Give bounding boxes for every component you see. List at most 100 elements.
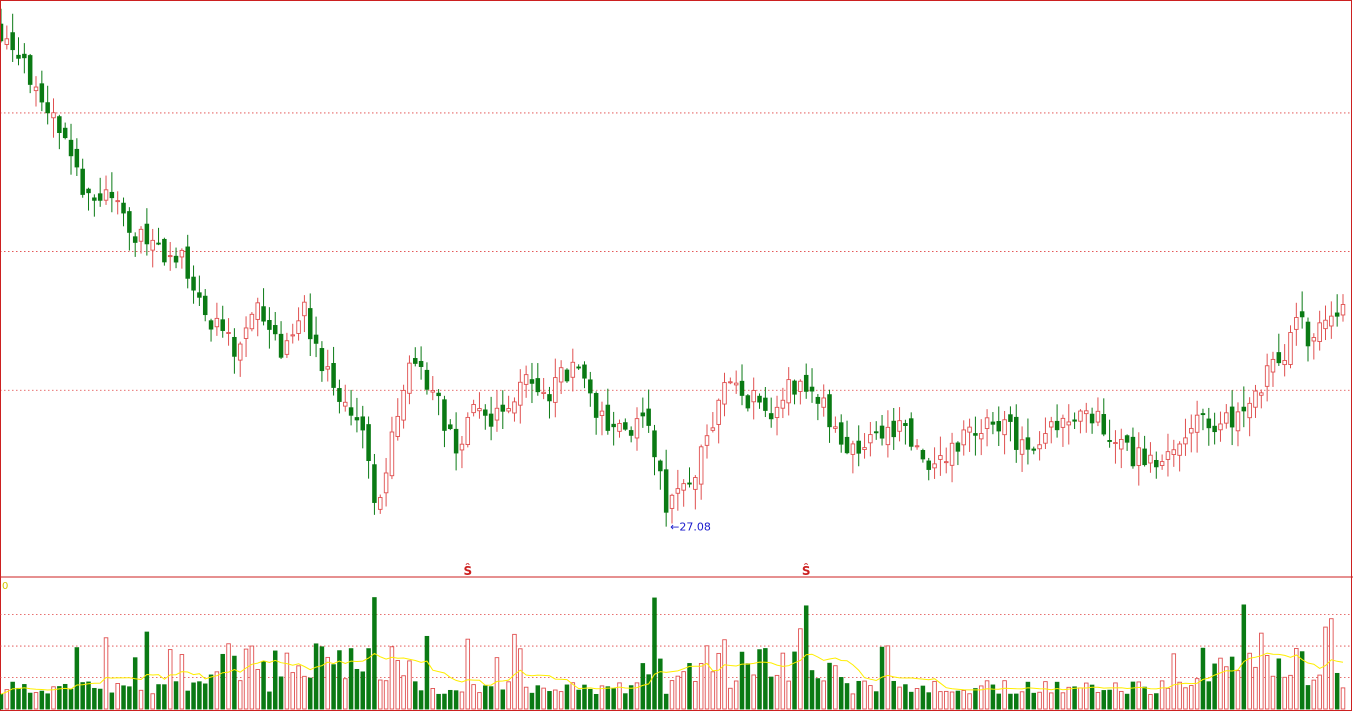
candle [348,389,354,426]
volume-bar [442,693,447,710]
candle [1095,397,1101,427]
volume-bar [1212,663,1217,710]
candle-body [442,399,447,431]
candle [687,467,692,488]
volume-bar [605,686,611,710]
candle-body [1212,425,1217,433]
candle-body [873,431,879,434]
candle [1329,301,1334,339]
candle [850,440,856,474]
candle [932,447,937,479]
candle [611,411,616,446]
candle [307,293,313,356]
candle-body [634,418,640,439]
volume-bar [1066,686,1072,710]
volume-bar [1154,693,1159,710]
candle-body [803,374,809,392]
volume-bar [955,690,961,710]
volume-bar [1189,685,1194,710]
candle-body [868,434,873,444]
candle [167,241,173,271]
candle [1136,432,1142,486]
volume-bar [378,679,383,710]
candle-body [675,488,681,494]
volume-bar [978,685,984,710]
candle [1294,302,1299,346]
candle-body [1078,410,1083,422]
candle [1043,417,1048,450]
candle-body [628,430,634,436]
candle [984,409,990,447]
candle [1177,441,1182,472]
candle-body [68,139,74,157]
candle [413,347,418,367]
volume-bars [0,597,1346,710]
candle [16,37,21,66]
candle [483,404,488,430]
volume-bar [973,688,978,710]
candle [331,346,336,396]
volume-bar [97,688,103,710]
candle-body [1043,433,1048,444]
volume-bar [424,635,430,710]
volume-bar [733,680,739,710]
volume-bar [1276,658,1282,710]
volume-bar [1089,684,1095,710]
candle-body [448,424,453,430]
candle-body [39,83,45,103]
candle [494,390,500,432]
candle-body [121,202,126,214]
volume-bar [296,665,301,710]
volume-bar [150,693,155,710]
volume-bar [80,682,85,710]
candle [693,475,698,510]
candle [296,307,301,341]
candle-body [681,483,686,491]
candle-body [430,389,436,393]
volume-bar [512,633,517,710]
candle-body [751,390,756,403]
volume-bar [1334,672,1340,710]
candle-body [302,301,307,317]
volume-bar [1241,604,1247,710]
candle-body [1194,414,1200,433]
candle [1276,333,1282,366]
volume-bar [4,689,10,710]
candle-body [669,494,675,509]
candle [430,376,436,401]
candle-body [558,367,564,383]
candle [150,228,155,268]
candle-body [739,380,745,396]
volume-bar [313,643,319,710]
candle [1159,454,1165,470]
candle-body [1288,332,1293,365]
volume-bar [669,680,675,710]
volume-bar [652,597,657,710]
candle-body [1259,392,1264,396]
candle [156,227,161,246]
volume-bar [138,689,144,710]
volume-bar [593,693,599,710]
volume-bar [634,682,640,710]
candle-body [319,348,325,372]
volume-bar [885,645,891,710]
candle-body [214,317,220,328]
candle [337,379,342,414]
candle [74,138,80,176]
candle-body [1305,321,1311,347]
candle [920,448,926,463]
candle [4,25,10,50]
volume-bar [33,692,39,710]
candle [477,392,482,419]
candle-body [179,249,185,258]
candle [553,358,558,418]
volume-bar [698,663,704,710]
volume-bar [45,693,50,710]
candle [132,232,138,257]
candle-body [570,361,576,378]
candle-body [1206,418,1212,429]
candle [109,172,115,213]
volume-bar [704,645,710,710]
candle [803,363,809,399]
candle-body [366,424,371,462]
